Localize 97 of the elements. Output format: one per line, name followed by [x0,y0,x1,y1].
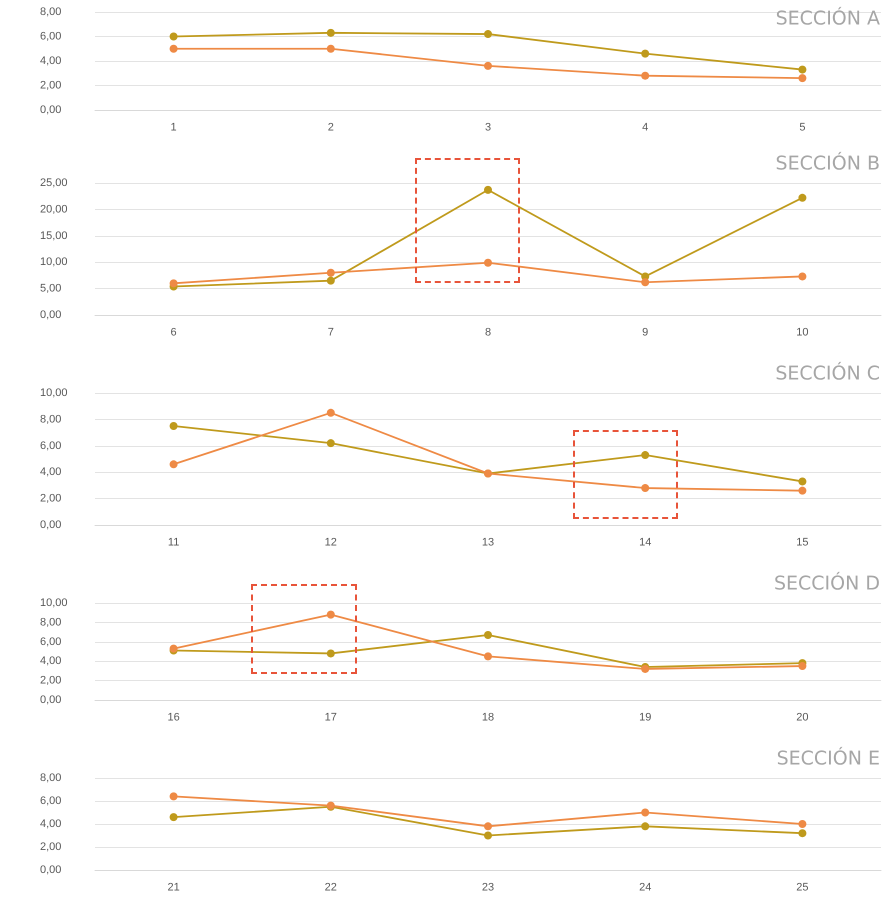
x-tick-label: 21 [167,882,180,894]
point [798,477,806,486]
x-tick-label: 4 [642,122,648,134]
x-tick-label: 22 [324,882,337,894]
x-tick-label: 25 [796,882,809,894]
point [484,822,492,830]
point [170,813,178,822]
point [326,276,335,285]
x-tick-label: 23 [482,882,494,894]
y-tick-label: 6,00 [40,440,62,452]
x-tick-label: 13 [482,536,494,548]
x-tick-label: 20 [796,712,809,724]
point [326,649,335,658]
point [641,72,650,80]
x-tick-label: 6 [170,326,177,338]
point [798,486,806,495]
chart-title: SECCIÓN B [776,152,880,174]
chart-title: SECCIÓN C [775,362,880,384]
x-tick-label: 11 [168,536,180,548]
x-tick-label: 9 [642,326,648,338]
point [641,50,650,58]
point [326,44,335,53]
point [798,74,806,82]
y-tick-label: 2,00 [40,841,62,853]
point [484,258,492,267]
y-tick-label: 0,00 [40,694,62,706]
point [484,30,492,38]
y-tick-label: 2,00 [40,492,62,505]
point [641,484,650,492]
point [326,268,335,277]
x-tick-label: 12 [324,536,337,548]
y-tick-label: 2,00 [40,674,62,687]
x-tick-label: 18 [482,712,494,724]
x-tick-label: 5 [799,122,806,134]
point [798,194,806,202]
y-tick-label: 10,00 [40,387,68,399]
y-tick-label: 4,00 [40,466,62,478]
point [170,32,178,40]
x-tick-label: 3 [484,122,492,134]
point [641,822,650,830]
point [484,62,492,70]
y-tick-label: 5,00 [40,282,62,295]
y-tick-label: 6,00 [40,795,62,807]
point [798,272,806,280]
y-tick-label: 8,00 [40,772,62,784]
y-tick-label: 10,00 [40,256,68,268]
y-tick-label: 4,00 [40,655,62,668]
y-tick-label: 0,00 [40,309,62,321]
x-tick-label: 24 [639,882,652,894]
point [326,408,335,417]
point [326,28,335,37]
point [798,66,806,74]
point [641,808,650,816]
point [484,652,492,660]
y-tick-label: 20,00 [40,203,68,216]
point [326,439,335,448]
x-tick-label: 19 [639,712,652,724]
point [170,422,178,430]
y-tick-label: 6,00 [40,30,62,42]
y-tick-label: 8,00 [40,413,62,426]
y-tick-label: 15,00 [40,230,68,242]
point [798,820,806,828]
x-tick-label: 15 [796,536,809,548]
point [170,460,178,468]
y-tick-label: 0,00 [40,864,62,876]
point [798,829,806,838]
y-tick-label: 4,00 [40,818,62,830]
point [484,631,492,640]
point [641,278,650,286]
x-tick-label: 1 [170,122,177,134]
y-tick-label: 25,00 [40,177,68,189]
point [484,832,492,840]
chart-title: SECCIÓN A [776,6,880,30]
y-tick-label: 2,00 [40,80,62,92]
x-tick-label: 7 [328,326,334,338]
x-tick-label: 8 [484,326,492,338]
y-tick-label: 10,00 [40,597,68,609]
point [170,279,178,288]
y-tick-label: 0,00 [40,104,62,116]
point [170,44,178,53]
x-tick-label: 16 [167,712,180,724]
y-tick-label: 4,00 [40,55,62,67]
y-tick-label: 6,00 [40,636,62,648]
x-tick-label: 14 [639,536,652,548]
y-tick-label: 8,00 [40,616,62,628]
point [326,610,335,619]
chart-title: SECCIÓN E [776,746,880,770]
x-tick-label: 17 [324,712,337,724]
chart-title: SECCIÓN D [774,572,880,594]
point [641,451,650,460]
x-tick-label: 2 [328,122,334,134]
point [798,662,806,670]
point [170,792,178,800]
point [484,186,492,194]
y-tick-label: 8,00 [40,6,62,18]
y-tick-label: 0,00 [40,519,62,531]
x-tick-label: 10 [796,326,809,338]
